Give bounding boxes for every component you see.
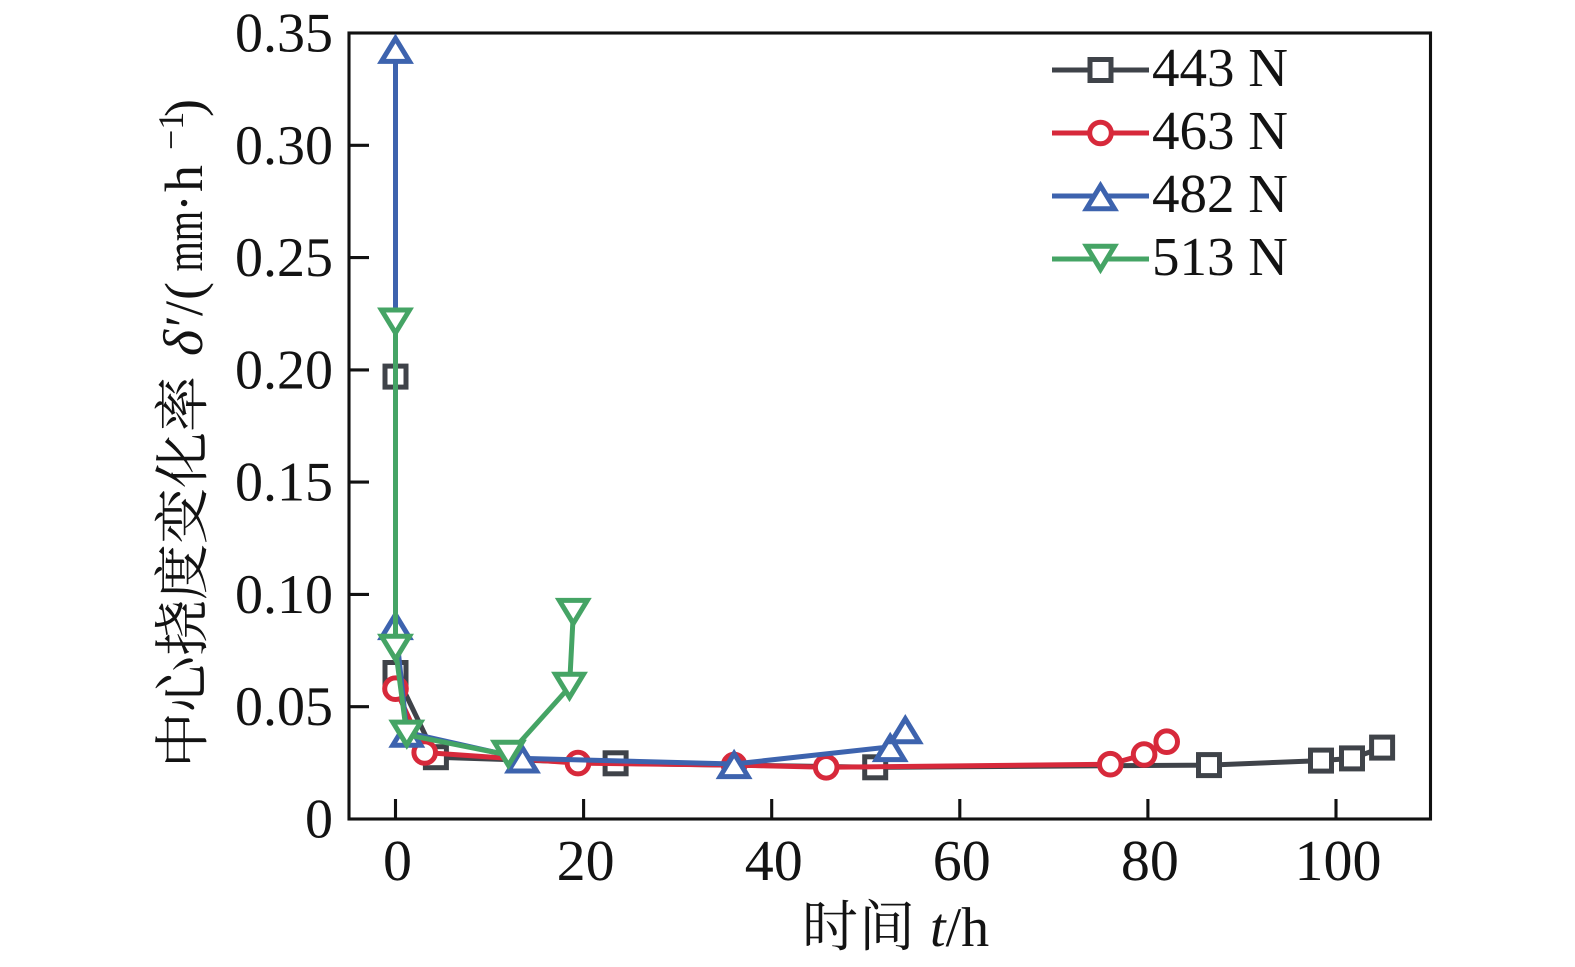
svg-text:h: h <box>154 165 214 192</box>
svg-text:100: 100 <box>1295 828 1382 893</box>
svg-text:/: / <box>154 301 214 316</box>
svg-text:0: 0 <box>305 789 333 851</box>
svg-text:482 N: 482 N <box>1152 163 1288 224</box>
svg-text:0: 0 <box>383 828 412 893</box>
svg-text:·: · <box>154 194 214 212</box>
svg-text:0.15: 0.15 <box>235 452 333 514</box>
svg-text:): ) <box>154 99 214 117</box>
svg-text:0.05: 0.05 <box>235 676 333 738</box>
svg-text:t/h: t/h <box>930 897 989 959</box>
svg-text:40: 40 <box>745 828 803 893</box>
svg-text:0.30: 0.30 <box>235 115 333 177</box>
svg-text:0.20: 0.20 <box>235 339 333 401</box>
svg-text:δ: δ <box>153 329 215 356</box>
svg-text:443 N: 443 N <box>1152 37 1288 98</box>
svg-text:20: 20 <box>557 828 615 893</box>
svg-text:80: 80 <box>1121 828 1179 893</box>
svg-text:60: 60 <box>933 828 991 893</box>
svg-text:′: ′ <box>154 315 214 327</box>
svg-text:(: ( <box>154 282 214 300</box>
svg-text:463 N: 463 N <box>1152 100 1288 161</box>
svg-text:0.10: 0.10 <box>235 564 333 626</box>
svg-text:0.25: 0.25 <box>235 227 333 289</box>
svg-text:513 N: 513 N <box>1152 226 1288 287</box>
svg-text:0.35: 0.35 <box>235 3 333 65</box>
svg-text:−1: −1 <box>151 112 191 150</box>
